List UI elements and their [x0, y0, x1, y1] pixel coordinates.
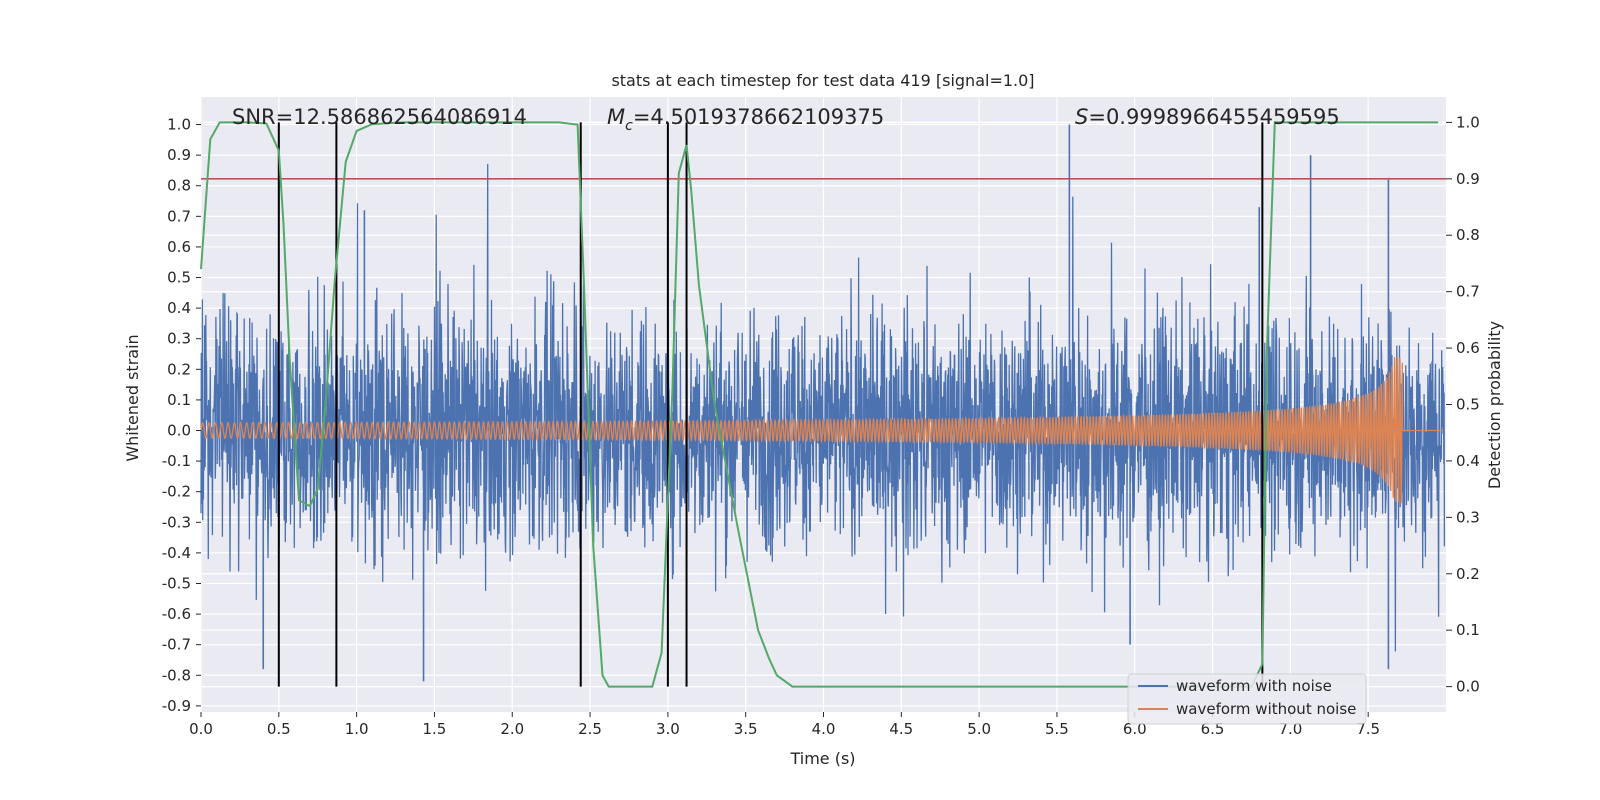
x-tick-label: 0.0 [189, 720, 213, 738]
y2-tick-label: 0.9 [1456, 170, 1480, 188]
y2-tick-label: 0.6 [1456, 339, 1480, 357]
x-axis-label: Time (s) [789, 749, 855, 768]
chart-title: stats at each timestep for test data 419… [611, 71, 1034, 90]
s-annotation: S=0.9998966455459595 [1075, 105, 1340, 129]
y2-tick-label: 0.3 [1456, 508, 1480, 526]
x-tick-label: 3.0 [656, 720, 680, 738]
y-tick-label: -0.1 [162, 452, 191, 470]
chirp-mass-value: =4.5019378662109375 [633, 105, 884, 129]
x-tick-label: 4.5 [889, 720, 913, 738]
s-value: =0.9998966455459595 [1088, 105, 1339, 129]
s-symbol: S [1075, 105, 1088, 129]
y-tick-label: 0.5 [167, 269, 191, 287]
y2-tick-label: 0.5 [1456, 396, 1480, 414]
y-tick-label: 0.3 [167, 330, 191, 348]
snr-annotation: SNR=12.586862564086914 [232, 105, 527, 129]
y-tick-label: -0.5 [162, 574, 191, 592]
y-tick-label: 1.0 [167, 116, 191, 134]
x-tick-label: 1.5 [423, 720, 447, 738]
y-tick-label: 0.8 [167, 177, 191, 195]
legend-label-noise: waveform with noise [1176, 677, 1332, 695]
y-tick-label: 0.1 [167, 391, 191, 409]
y-tick-label: 0.7 [167, 207, 191, 225]
noise-trace [200, 163, 1446, 652]
y2-tick-label: 0.7 [1456, 283, 1480, 301]
chirp-mass-symbol: M [607, 105, 625, 129]
legend: waveform with noise waveform without noi… [1127, 673, 1367, 725]
x-tick-label: 2.5 [578, 720, 602, 738]
x-ticks: 0.0 0.5 1.0 1.5 2.0 2.5 3.0 3.5 4.0 4.5 5.0 5.5 6.0 6… [189, 712, 1380, 738]
y-tick-label: -0.8 [162, 666, 191, 684]
y2-axis-label: Detection probability [1485, 321, 1504, 489]
x-tick-label: 5.0 [967, 720, 991, 738]
y-tick-label: -0.9 [162, 697, 191, 715]
legend-label-clean: waveform without noise [1176, 700, 1356, 718]
y-ticks: -0.9 -0.8 -0.7 -0.6 -0.5 -0.4 -0.3 -0.2 -0.1 0.0 0… [162, 116, 201, 715]
y2-tick-label: 0.0 [1456, 678, 1480, 696]
y-tick-label: 0.0 [167, 422, 191, 440]
y-tick-label: -0.6 [162, 605, 191, 623]
x-tick-label: 4.0 [812, 720, 836, 738]
chirp-trace [200, 357, 1443, 504]
event-markers [277, 122, 1264, 687]
y-tick-label: -0.2 [162, 483, 191, 501]
x-tick-label: 3.5 [734, 720, 758, 738]
x-tick-label: 0.5 [267, 720, 291, 738]
x-tick-label: 5.5 [1045, 720, 1069, 738]
x-tick-label: 7.5 [1356, 720, 1380, 738]
y-tick-label: 0.4 [167, 299, 191, 317]
y-tick-label: -0.4 [162, 544, 191, 562]
y-tick-label: 0.6 [167, 238, 191, 256]
y2-tick-label: 0.8 [1456, 226, 1480, 244]
chirp-mass-annotation: Mc=4.5019378662109375 [607, 105, 884, 134]
chirp-mass-subscript: c [625, 118, 633, 134]
x-tick-label: 2.0 [500, 720, 524, 738]
y2-tick-label: 0.1 [1456, 621, 1480, 639]
legend-box [1127, 673, 1367, 725]
y-tick-label: 0.9 [167, 146, 191, 164]
y-tick-label: -0.3 [162, 513, 191, 531]
y2-tick-label: 0.2 [1456, 565, 1480, 583]
series-detection-probability [200, 121, 1439, 688]
y2-tick-label: 0.4 [1456, 452, 1480, 470]
y2-ticks: 0.0 0.1 0.2 0.3 0.4 0.5 0.6 0.7 0.8 0.9 1.0 [1446, 113, 1480, 696]
series-waveform-without-noise [200, 357, 1443, 504]
y-axis-label: Whitened strain [123, 334, 142, 461]
y-tick-label: -0.7 [162, 636, 191, 654]
y2-tick-label: 1.0 [1456, 113, 1480, 131]
x-tick-label: 1.0 [345, 720, 369, 738]
probability-trace [200, 121, 1439, 688]
y-tick-label: 0.2 [167, 360, 191, 378]
